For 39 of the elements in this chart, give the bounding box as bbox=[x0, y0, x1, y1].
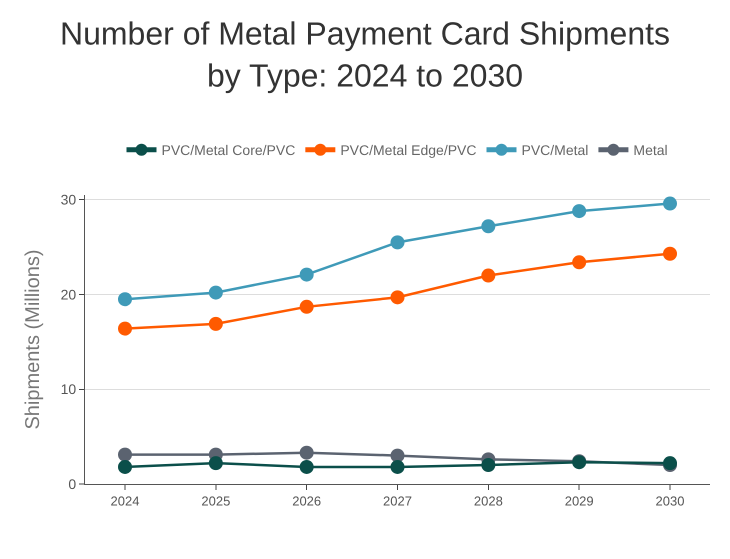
chart-title: Number of Metal Payment Card Shipments by Type: 2024 to 2030 bbox=[60, 16, 670, 94]
y-tick-label: 10 bbox=[60, 381, 76, 398]
point bbox=[390, 448, 404, 463]
legend-label: Metal bbox=[633, 142, 668, 158]
point bbox=[208, 286, 223, 300]
y-tick-label: 20 bbox=[60, 286, 76, 302]
x-tick-label: 2026 bbox=[292, 494, 322, 509]
point bbox=[572, 255, 586, 270]
point bbox=[390, 290, 404, 304]
y-tick-label: 30 bbox=[60, 192, 76, 208]
point bbox=[118, 448, 132, 462]
point bbox=[208, 456, 223, 470]
point bbox=[481, 219, 496, 234]
legend-label: PVC/Metal Core/PVC bbox=[162, 142, 296, 158]
x-tick-label: 2029 bbox=[564, 494, 594, 509]
legend-label: PVC/Metal bbox=[522, 142, 588, 158]
point bbox=[390, 460, 404, 474]
y-tick-label: 0 bbox=[68, 476, 76, 492]
x-tick-label: 2027 bbox=[383, 494, 412, 509]
x-tick-label: 2024 bbox=[110, 494, 140, 509]
point bbox=[572, 204, 586, 218]
point bbox=[481, 458, 496, 472]
point bbox=[118, 292, 132, 306]
point bbox=[300, 268, 314, 282]
x-tick-label: 2025 bbox=[201, 494, 230, 509]
point bbox=[481, 268, 496, 283]
point bbox=[118, 460, 132, 474]
x-tick-label: 2030 bbox=[656, 494, 684, 509]
legend-label: PVC/Metal Edge/PVC bbox=[340, 142, 476, 158]
x-tick-label: 2028 bbox=[474, 494, 503, 509]
point bbox=[300, 460, 314, 474]
point bbox=[118, 322, 132, 336]
point bbox=[663, 246, 677, 261]
point bbox=[390, 235, 404, 250]
point bbox=[300, 300, 314, 314]
point bbox=[208, 316, 223, 331]
y-axis-title: Shipments (Millions) bbox=[22, 249, 44, 430]
point bbox=[300, 446, 314, 460]
point bbox=[663, 196, 677, 211]
